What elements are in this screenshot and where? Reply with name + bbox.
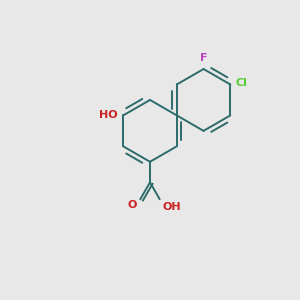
Text: OH: OH (163, 202, 181, 212)
Text: Cl: Cl (236, 78, 247, 88)
Text: F: F (200, 52, 207, 62)
Text: O: O (128, 200, 137, 210)
Text: HO: HO (99, 110, 118, 120)
